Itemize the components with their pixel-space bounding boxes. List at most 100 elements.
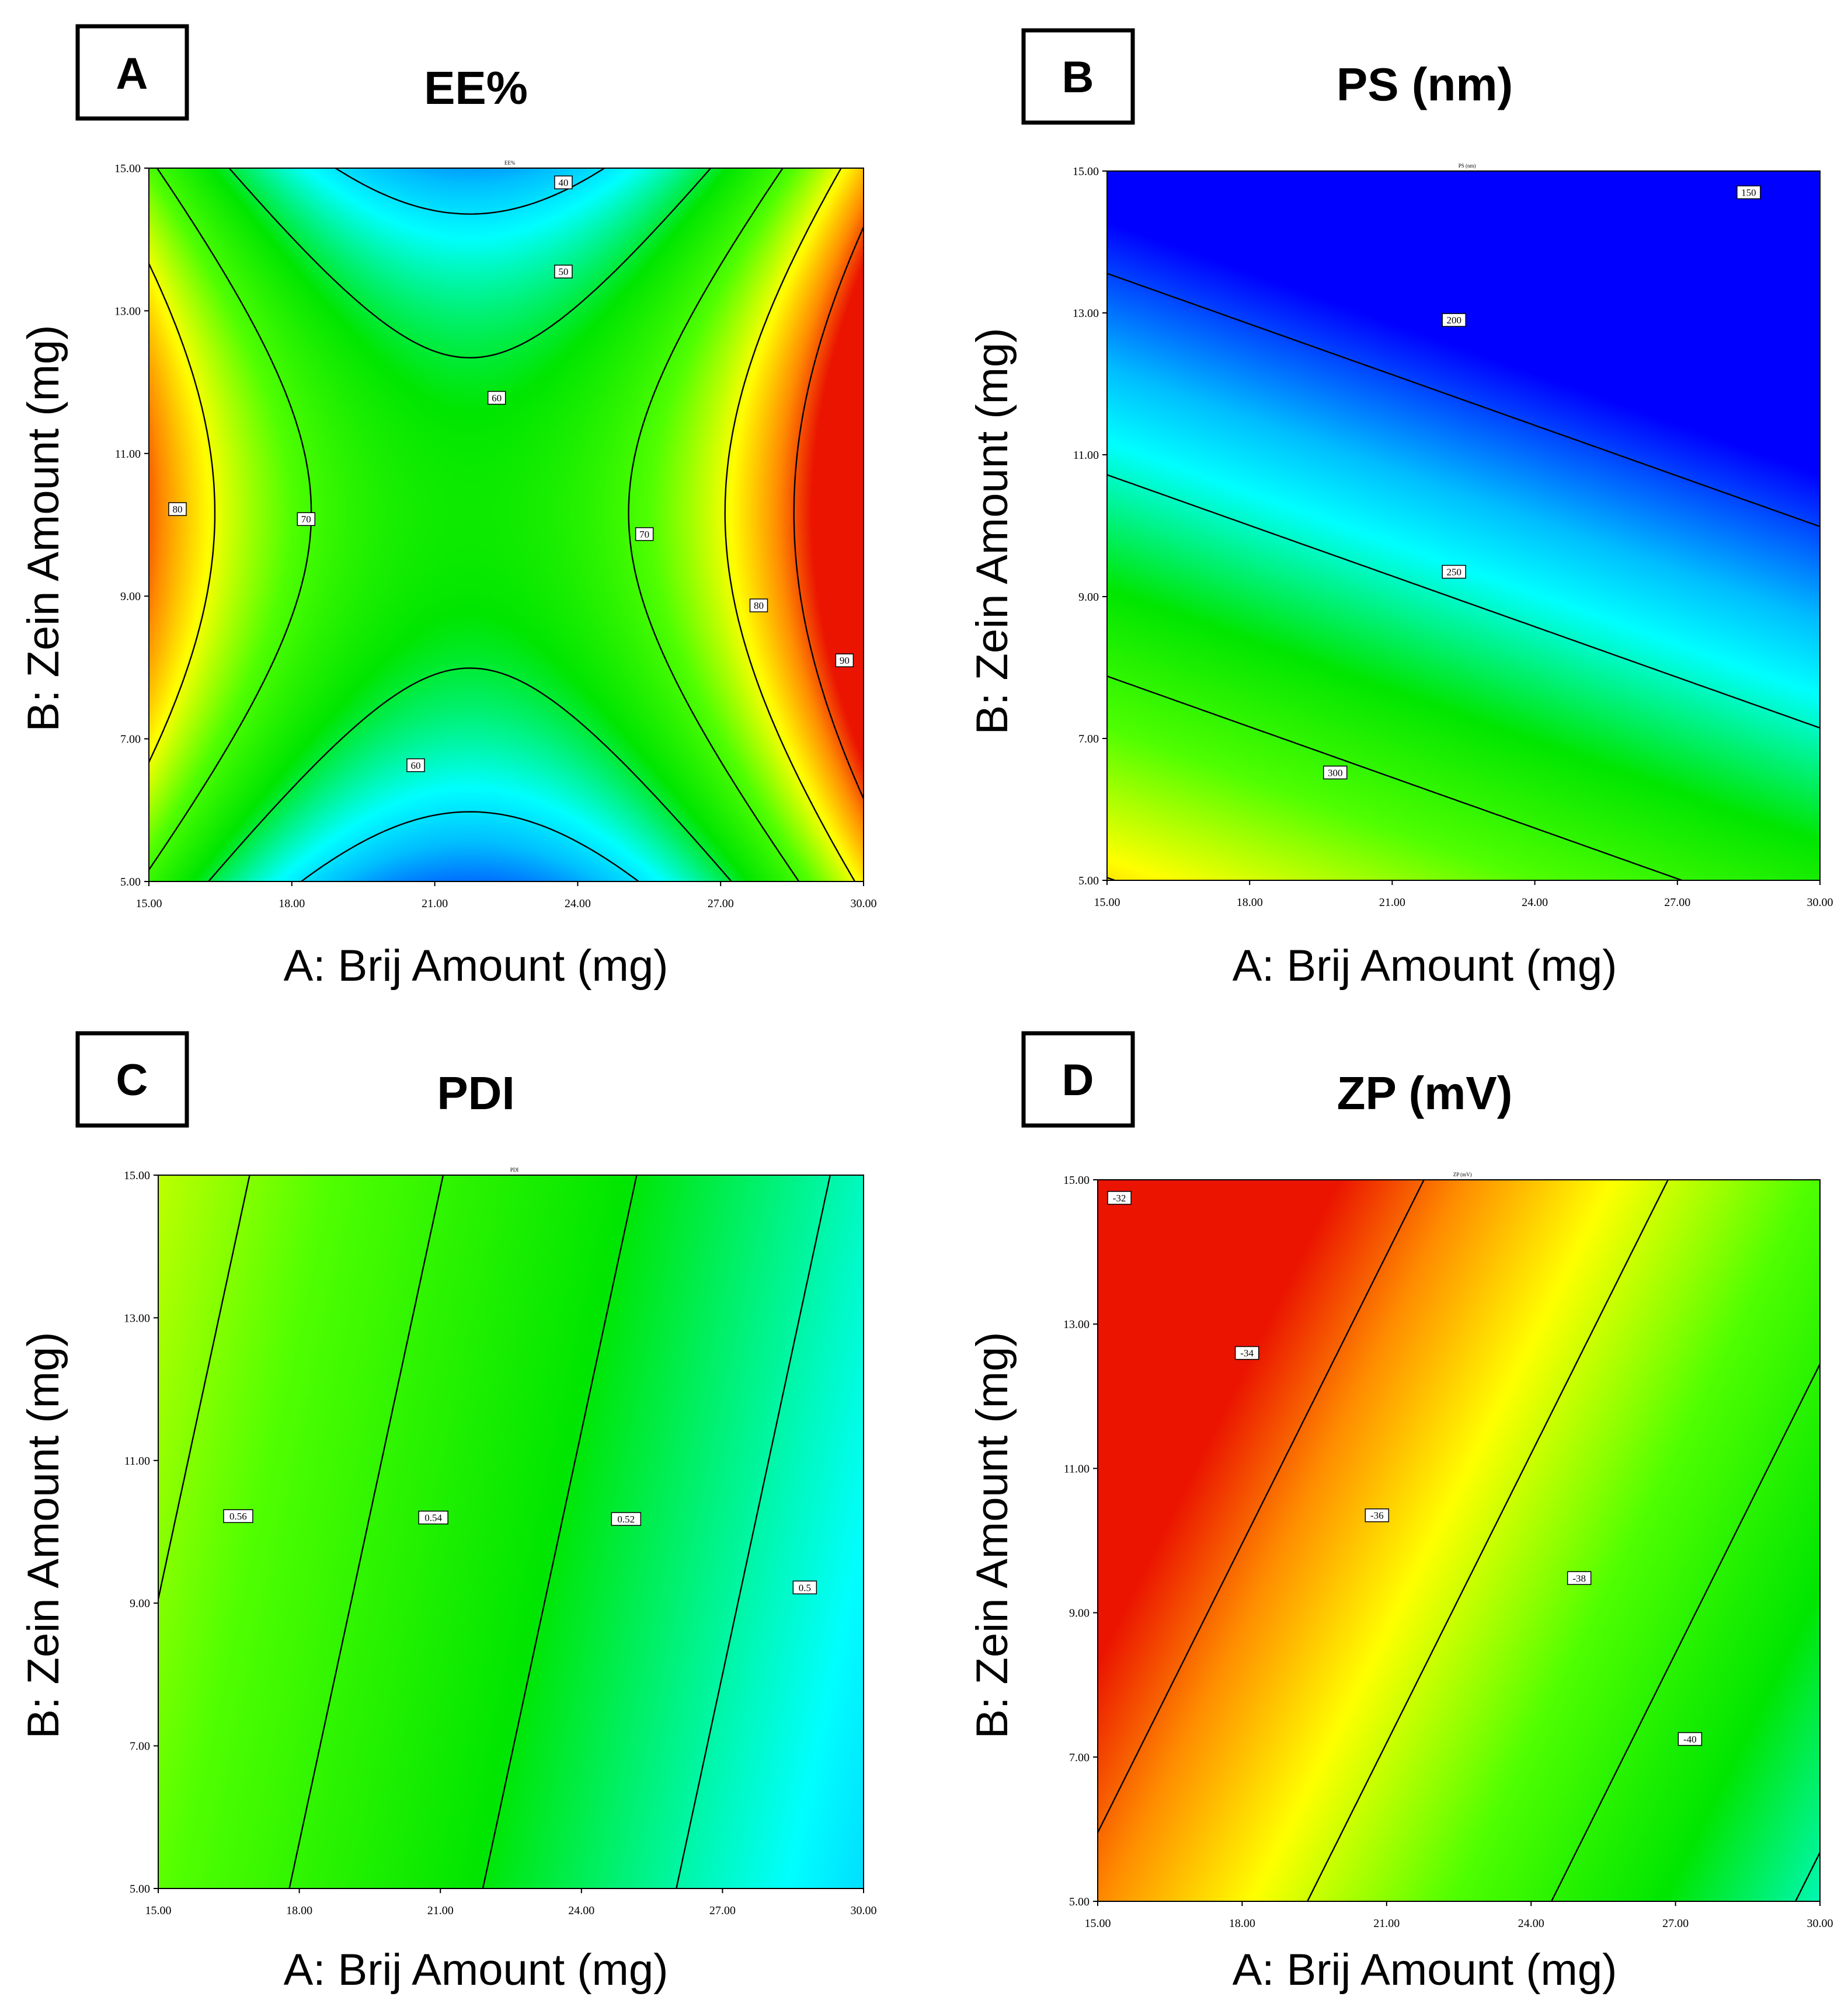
x-tick-label: 18.00 [1229, 1917, 1255, 1930]
y-tick-label: 7.00 [120, 733, 141, 746]
x-tick-label: 18.00 [279, 897, 305, 910]
contour-label: 60 [487, 391, 506, 405]
contour-label: -32 [1107, 1191, 1132, 1205]
y-tick-label: 7.00 [1069, 1751, 1090, 1764]
contour-label: 80 [168, 502, 187, 516]
y-tick-label: 9.00 [1069, 1607, 1090, 1620]
contour-label-text: 200 [1446, 315, 1461, 326]
contour-label-text: 70 [301, 514, 311, 525]
contour-line-neg32 [1097, 1179, 1425, 1833]
contour-label: -36 [1365, 1508, 1390, 1522]
x-tick-label: 21.00 [1373, 1917, 1400, 1930]
x-tick-label: 24.00 [1518, 1917, 1544, 1930]
heatmap-surface [1098, 1180, 1820, 1901]
contour-label: 90 [835, 653, 854, 667]
contour-label: -40 [1678, 1732, 1703, 1746]
contour-line-0p52 [482, 1175, 638, 1889]
y-tick-label: 5.00 [130, 1883, 150, 1896]
panel-d-letter-box [1021, 1031, 1135, 1128]
contour-label-box [297, 512, 316, 526]
contour-label-box [611, 1512, 642, 1526]
panel-b-letter-box [1021, 28, 1135, 125]
panel-a-letter-box [75, 24, 189, 121]
x-tick-label: 30.00 [1807, 896, 1833, 909]
panel-a-x-axis-label: A: Brij Amount (mg) [284, 941, 669, 991]
contour-label: 0.52 [611, 1512, 642, 1526]
contour-label-box [1678, 1732, 1703, 1746]
contour-label-text: -32 [1113, 1193, 1126, 1204]
contour-label-box [749, 598, 768, 612]
plot-frame [158, 1175, 864, 1889]
panel-b-y-axis-label: B: Zein Amount (mg) [967, 328, 1017, 735]
plot-frame [1097, 1179, 1821, 1902]
contour-label-box [554, 175, 573, 190]
contour-label: 0.56 [223, 1509, 253, 1523]
x-tick-label: 30.00 [851, 1904, 877, 1917]
plot-frame [148, 168, 864, 882]
y-tick-label: 7.00 [1078, 733, 1099, 745]
panel-c-plot: PDI 15.00 18.00 21.00 24.00 27.00 30.00 5.00 7.0… [124, 1167, 877, 1917]
panel-a-plot: EE% 15.00 18.00 21.00 24.00 27.00 30.00 5.00 7.0… [114, 160, 877, 910]
contour-label-text: 60 [410, 760, 420, 771]
y-tick-label: 15.00 [1063, 1174, 1090, 1187]
panel-c-letter-box [75, 1031, 189, 1128]
contour-line-0p5 [676, 1175, 831, 1889]
x-tick-label: 27.00 [709, 1904, 736, 1917]
contour-label: 50 [554, 264, 573, 278]
contour-label-box [223, 1509, 253, 1523]
panel-a-y-axis-label: B: Zein Amount (mg) [19, 325, 68, 732]
contour-label-box [1365, 1508, 1390, 1522]
contour-label: 40 [554, 175, 573, 190]
panel-b-x-axis-label: A: Brij Amount (mg) [1233, 941, 1617, 991]
contour-label: 70 [297, 512, 316, 526]
y-tick-label: 9.00 [130, 1597, 150, 1610]
panel-a-title: EE% [424, 62, 528, 114]
panel-d-y-axis-label: B: Zein Amount (mg) [967, 1332, 1017, 1739]
contour-label: 0.54 [418, 1510, 448, 1525]
contour-label-text: 0.54 [424, 1513, 442, 1524]
contour-label-box [792, 1580, 817, 1595]
contour-label: 70 [635, 527, 654, 541]
contour-label: 0.5 [792, 1580, 817, 1595]
y-tick-label: 5.00 [1078, 874, 1099, 887]
y-tick-label: 11.00 [115, 448, 141, 461]
x-tick-label: 24.00 [1522, 896, 1548, 909]
contour-line-60 [208, 168, 732, 882]
contour-label-box [1107, 1191, 1132, 1205]
contour-label-box [487, 391, 506, 405]
x-tick-label: 21.00 [1379, 896, 1405, 909]
contour-line-neg38 [1795, 1852, 1821, 1902]
x-tick-label: 27.00 [1662, 1917, 1689, 1930]
contour-label: 80 [749, 598, 768, 612]
contour-label-box [554, 264, 573, 278]
panel-a-letter: A [116, 49, 148, 99]
x-tick-label: 30.00 [1807, 1917, 1833, 1930]
contour-label-box [1234, 1346, 1259, 1360]
contour-label: 150 [1736, 185, 1761, 200]
x-tick-label: 24.00 [568, 1904, 594, 1917]
contour-label: 300 [1323, 765, 1348, 780]
contour-line-neg34 [1307, 1179, 1669, 1902]
contour-label-text: 80 [172, 504, 182, 515]
panel-d-letter: D [1062, 1055, 1094, 1105]
contour-label-text: 80 [754, 600, 764, 611]
x-tick-label: 18.00 [286, 1904, 312, 1917]
panel-b-plot: PS (nm) 15.00 18.00 21.00 24.00 27.00 30.00 5.0… [1073, 163, 1833, 909]
contour-label-text: 150 [1741, 187, 1756, 198]
contour-label-text: 0.56 [229, 1511, 247, 1522]
y-tick-label: 13.00 [124, 1312, 150, 1325]
contour-label-text: 300 [1328, 767, 1343, 778]
y-tick-label: 13.00 [114, 305, 141, 318]
y-tick-label: 13.00 [1063, 1318, 1090, 1331]
contour-label-box [406, 758, 425, 772]
contour-label-box [418, 1510, 448, 1525]
contour-label: -38 [1567, 1571, 1592, 1586]
panel-d: D ZP (mV) ZP (mV) 15.00 18.00 21.00 24.00 27.… [967, 1031, 1833, 1995]
y-tick-label: 11.00 [1064, 1462, 1090, 1475]
contour-line-0p54 [288, 1175, 444, 1889]
contour-label-text: 60 [492, 392, 502, 403]
x-tick-label: 30.00 [851, 897, 877, 910]
contour-label-box [1442, 565, 1466, 579]
y-tick-label: 15.00 [124, 1169, 150, 1182]
contour-label-text: 250 [1446, 566, 1461, 577]
